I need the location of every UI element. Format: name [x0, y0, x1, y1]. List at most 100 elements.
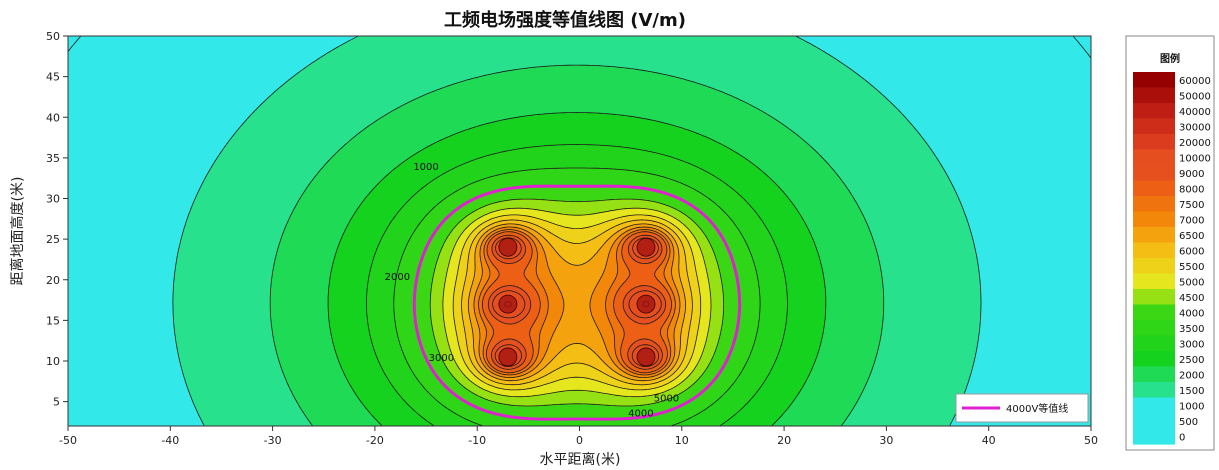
conductor-5 — [636, 294, 656, 314]
y-tick-label: 10 — [46, 355, 60, 368]
contour-6000 — [461, 219, 693, 386]
y-tick-label: 20 — [46, 274, 60, 287]
contour-5000 — [442, 207, 712, 398]
legend-label-9000: 9000 — [1179, 169, 1204, 180]
conductor-3 — [498, 347, 518, 367]
legend-label-2000: 2000 — [1179, 370, 1204, 381]
legend-label-5000: 5000 — [1179, 277, 1204, 288]
legend-swatch-8000 — [1133, 180, 1175, 197]
contour-3000 — [366, 144, 788, 427]
highlight-legend-label: 4000V等值线 — [1006, 402, 1068, 415]
contour-1500 — [172, 35, 982, 427]
contour-6500 — [467, 223, 686, 382]
contour-lines — [67, 35, 1092, 427]
legend-swatch-7500 — [1133, 196, 1175, 213]
x-tick-label: 30 — [879, 434, 893, 447]
y-tick-label: 40 — [46, 111, 60, 124]
legend-label-3500: 3500 — [1179, 324, 1204, 335]
y-axis-label: 距离地面高度(米) — [9, 177, 26, 286]
y-tick-label: 45 — [46, 71, 60, 84]
contour-7000 — [473, 226, 681, 378]
legend-label-1500: 1500 — [1179, 386, 1204, 397]
legend-label-2500: 2500 — [1179, 355, 1204, 366]
conductor-4 — [636, 237, 656, 257]
x-tick-label: 0 — [576, 434, 583, 447]
contour-2000 — [269, 64, 885, 427]
contour-2500 — [327, 112, 827, 427]
legend-swatch-2500 — [1133, 351, 1175, 368]
highlight-contour-4000 — [412, 184, 742, 421]
legend-label-7000: 7000 — [1179, 215, 1204, 226]
legend-swatch-10000 — [1133, 149, 1175, 166]
color-legend-labels: 6000050000400003000020000100009000800075… — [1179, 76, 1211, 444]
y-tick-label: 35 — [46, 152, 60, 165]
legend-label-30000: 30000 — [1179, 122, 1211, 133]
x-tick-label: 40 — [982, 434, 996, 447]
legend-swatch-0 — [1133, 428, 1175, 445]
legend-label-6000: 6000 — [1179, 246, 1204, 257]
y-tick-label: 15 — [46, 314, 60, 327]
legend-swatch-5500 — [1133, 258, 1175, 275]
legend-label-8000: 8000 — [1179, 184, 1204, 195]
legend-label-50000: 50000 — [1179, 91, 1211, 102]
legend-swatch-3000 — [1133, 335, 1175, 352]
conductor-markers — [498, 237, 656, 367]
legend-label-3000: 3000 — [1179, 339, 1204, 350]
contour-label-3: 3000 — [429, 353, 454, 364]
legend-swatch-6000 — [1133, 242, 1175, 259]
x-tick-label: -10 — [468, 434, 486, 447]
x-axis-label: 水平距离(米) — [540, 451, 621, 468]
color-legend-title: 图例 — [1160, 52, 1180, 65]
highlight-line-legend: 4000V等值线 — [955, 393, 1089, 423]
contour-3500 — [393, 167, 761, 427]
color-legend: 图例 6000050000400003000020000100009000800… — [1125, 35, 1215, 451]
x-tick-label: 20 — [777, 434, 791, 447]
contour-label-4: 5000 — [654, 394, 679, 405]
x-tick-label: -50 — [59, 434, 77, 447]
legend-label-20000: 20000 — [1179, 138, 1211, 149]
y-tick-label: 30 — [46, 193, 60, 206]
legend-swatch-1500 — [1133, 382, 1175, 399]
legend-label-1000: 1000 — [1179, 401, 1204, 412]
legend-swatch-4000 — [1133, 304, 1175, 321]
contour-4500 — [429, 198, 725, 407]
x-axis: -50 -40 -30 -20 -10 0 10 20 30 40 50 — [59, 426, 1098, 447]
legend-swatch-6500 — [1133, 227, 1175, 244]
conductor-6 — [636, 347, 656, 367]
legend-label-60000: 60000 — [1179, 76, 1211, 87]
x-tick-label: -20 — [366, 434, 384, 447]
legend-label-10000: 10000 — [1179, 153, 1211, 164]
contour-label-1: 1000 — [413, 162, 438, 173]
contour-10000 — [492, 237, 662, 367]
legend-swatch-50000 — [1133, 87, 1175, 104]
contour-7500 — [478, 229, 676, 376]
legend-label-500: 500 — [1179, 417, 1198, 428]
contour-9000 — [487, 234, 667, 370]
chart-title: 工频电场强度等值线图 (V/m) — [444, 9, 686, 31]
y-tick-label: 50 — [46, 30, 60, 43]
color-legend-bar — [1133, 72, 1175, 445]
x-tick-label: -40 — [161, 434, 179, 447]
contour-label-5: 4000 — [628, 408, 653, 419]
contour-label-2: 2000 — [385, 272, 410, 283]
legend-label-6500: 6500 — [1179, 231, 1204, 242]
legend-swatch-7000 — [1133, 211, 1175, 228]
legend-swatch-2000 — [1133, 366, 1175, 383]
contour-8000 — [482, 231, 672, 374]
y-tick-label: 5 — [53, 396, 60, 409]
x-tick-label: 50 — [1084, 434, 1098, 447]
legend-swatch-40000 — [1133, 103, 1175, 120]
legend-swatch-9000 — [1133, 165, 1175, 182]
legend-swatch-20000 — [1133, 134, 1175, 151]
field-heatmap — [68, 36, 1091, 426]
legend-label-7500: 7500 — [1179, 200, 1204, 211]
x-tick-label: -30 — [264, 434, 282, 447]
legend-swatch-1000 — [1133, 397, 1175, 414]
legend-label-4500: 4500 — [1179, 293, 1204, 304]
contour-5500 — [452, 214, 702, 391]
legend-swatch-60000 — [1133, 72, 1175, 89]
legend-label-5500: 5500 — [1179, 262, 1204, 273]
